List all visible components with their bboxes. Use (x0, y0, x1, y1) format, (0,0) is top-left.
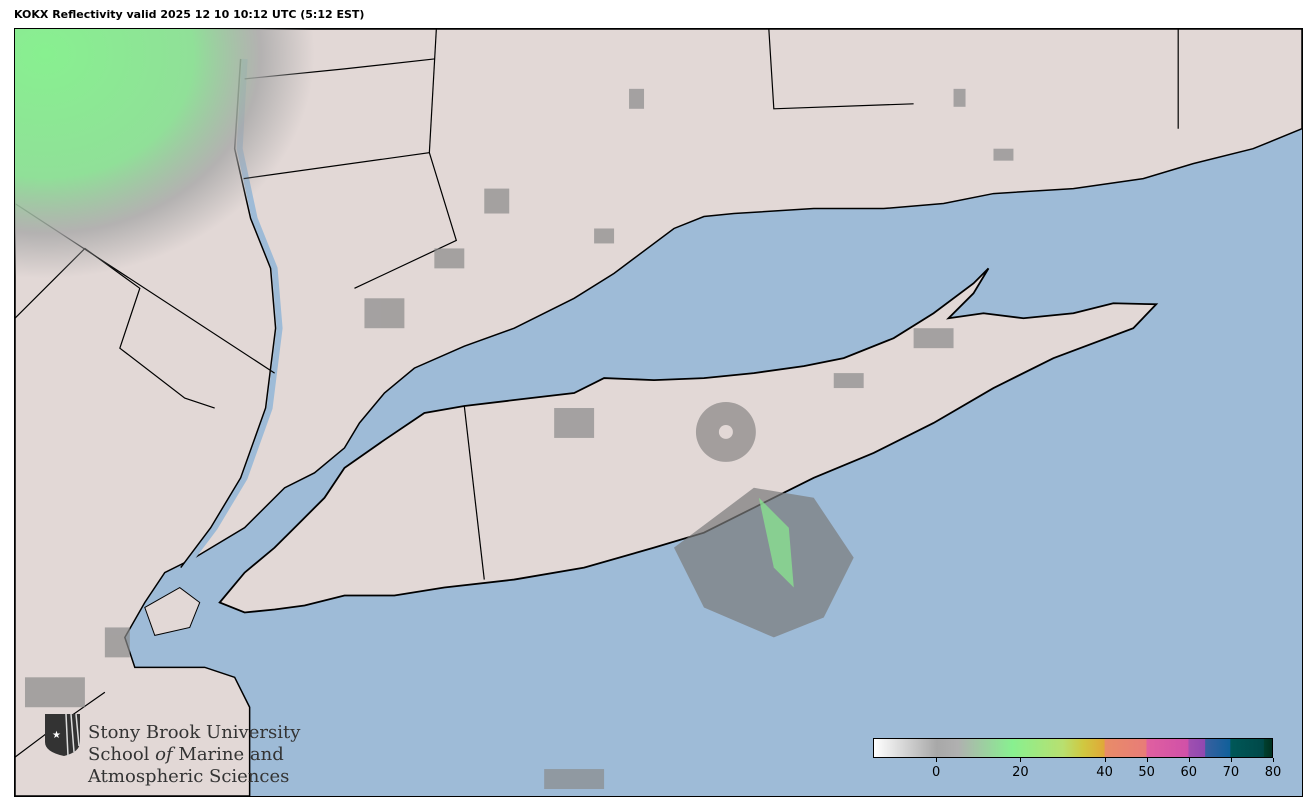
radar-echo-fan (673, 402, 854, 638)
colorbar-tick (1273, 758, 1274, 762)
colorbar-tick-label: 60 (1180, 765, 1198, 780)
staten-island (144, 586, 201, 637)
radar-map (14, 28, 1303, 797)
colorbar-tick-label: 80 (1264, 765, 1282, 780)
logo-line-2c: Marine and (172, 744, 284, 765)
logo-line-2a: School (88, 744, 156, 765)
colorbar-tick (1146, 758, 1148, 762)
colorbar-tick-label: 50 (1138, 765, 1155, 780)
map-title: KOKX Reflectivity valid 2025 12 10 10:12… (14, 8, 365, 21)
colorbar-tick (1188, 758, 1190, 762)
colorbar-tick-label: 70 (1222, 765, 1240, 780)
colorbar-tick-label: 0 (932, 765, 941, 780)
reflectivity-colorbar (873, 738, 1273, 758)
colorbar-tick (1230, 758, 1232, 762)
colorbar-tick-label: 20 (1012, 765, 1029, 780)
long-island (218, 267, 1159, 614)
logo-line-2: School of Marine and (88, 744, 284, 765)
mainland (15, 29, 1302, 796)
colorbar-tick (1020, 758, 1022, 762)
logo-line-3: Atmospheric Sciences (88, 766, 290, 787)
sbu-shield-logo: ★ (45, 713, 80, 757)
logo-line-2b: of (155, 744, 173, 765)
radar-echo-northwest (15, 29, 315, 279)
logo-line-1: Stony Brook University (88, 722, 301, 743)
radar-echo-speckles (24, 88, 1014, 790)
colorbar-tick (936, 758, 938, 762)
svg-text:★: ★ (52, 730, 61, 741)
colorbar-tick (1104, 758, 1106, 762)
colorbar-tick-label: 40 (1096, 765, 1113, 780)
